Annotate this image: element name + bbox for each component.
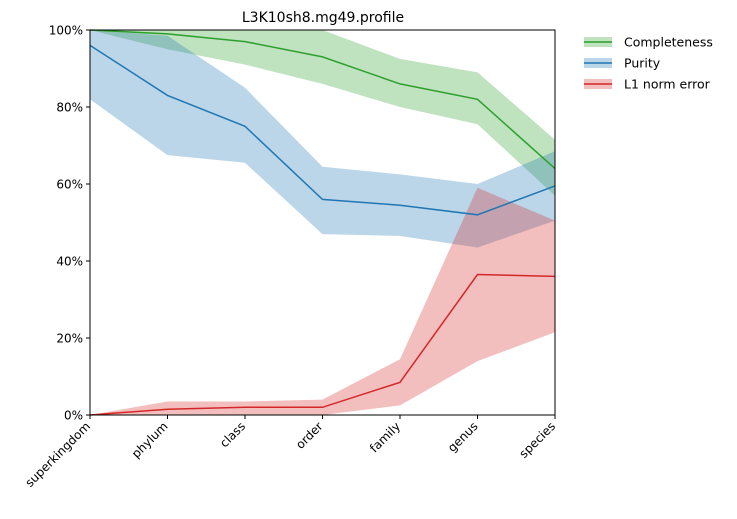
legend-label-l1-norm-error: L1 norm error — [624, 77, 711, 92]
completeness-band — [90, 30, 555, 196]
x-tick-label: phylum — [129, 419, 171, 461]
y-tick-label: 40% — [56, 255, 83, 269]
purity-band — [90, 30, 555, 248]
x-axis: superkingdom phylum class order family genus s… — [22, 415, 558, 490]
x-tick-label: genus — [445, 419, 481, 455]
l1-norm-error-line — [89, 273, 556, 416]
y-tick-label: 100% — [49, 24, 83, 38]
x-tick-label: order — [293, 419, 326, 452]
x-tick-label: superkingdom — [22, 419, 93, 490]
purity-line — [89, 44, 556, 216]
chart-title: L3K10sh8.mg49.profile — [242, 10, 404, 26]
legend-label-purity: Purity — [624, 56, 661, 71]
x-tick-label: family — [367, 419, 403, 455]
l1-norm-error-band — [90, 187, 555, 415]
confidence-bands — [90, 30, 555, 415]
y-tick-label: 0% — [64, 409, 83, 423]
legend: Completeness Purity L1 norm error — [584, 35, 713, 92]
y-tick-label: 60% — [56, 178, 83, 192]
legend-label-completeness: Completeness — [624, 35, 713, 50]
y-tick-label: 80% — [56, 101, 83, 115]
x-tick-label: class — [217, 419, 248, 450]
series-lines — [89, 29, 556, 416]
y-axis: 0% 20% 40% 60% 80% 100% — [49, 24, 90, 423]
x-tick-label: species — [517, 419, 559, 461]
y-tick-label: 20% — [56, 332, 83, 346]
completeness-line — [89, 29, 556, 170]
